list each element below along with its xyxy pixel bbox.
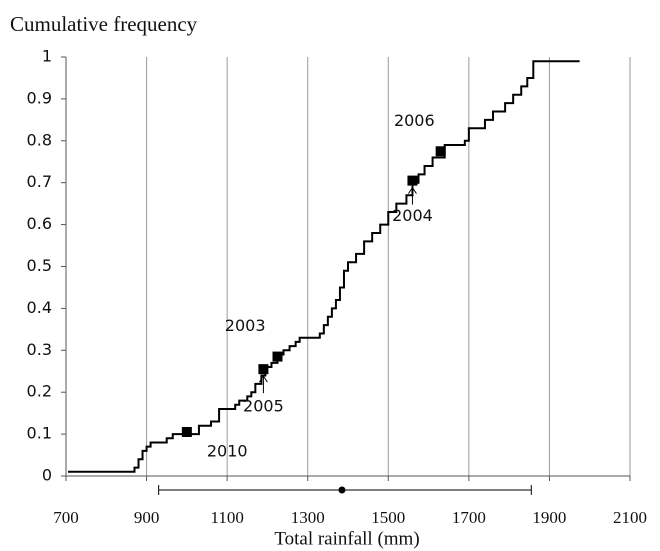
- range-center: [338, 486, 346, 494]
- y-tick-label: 0.2: [27, 382, 52, 401]
- y-tick-label: 0.7: [27, 172, 52, 191]
- x-tick-label: 900: [134, 508, 160, 527]
- year-label: 2005: [243, 397, 284, 416]
- y-tick-label: 1: [42, 47, 52, 66]
- x-tick-label: 2100: [613, 508, 647, 527]
- x-tick-label: 700: [53, 508, 79, 527]
- x-tick-label: 1300: [291, 508, 325, 527]
- step-line: [68, 60, 580, 473]
- year-label: 2003: [225, 316, 266, 335]
- year-marker: [258, 364, 269, 375]
- y-tick-label: 0: [42, 466, 52, 485]
- x-tick-label: 1900: [532, 508, 566, 527]
- y-tick-label: 0.1: [27, 424, 52, 443]
- year-label: 2006: [394, 111, 435, 130]
- y-tick-label: 0.3: [27, 340, 52, 359]
- year-marker: [272, 351, 283, 362]
- year-label: 2010: [207, 442, 248, 461]
- y-tick-label: 0.9: [27, 88, 52, 107]
- year-marker: [435, 146, 446, 157]
- y-tick-label: 0.5: [27, 256, 52, 275]
- y-tick-label: 0.8: [27, 130, 52, 149]
- year-marker: [181, 427, 192, 438]
- x-tick-label: 1100: [210, 508, 243, 527]
- year-label: 2004: [392, 206, 433, 225]
- year-marker: [407, 175, 418, 186]
- arrow-head: [408, 186, 417, 194]
- y-tick-label: 0.4: [27, 298, 52, 317]
- y-axis-title: Cumulative frequency: [10, 12, 198, 36]
- arrow-head: [258, 375, 268, 383]
- x-tick-label: 1500: [371, 508, 405, 527]
- x-tick-label: 1700: [452, 508, 486, 527]
- x-axis-title: Total rainfall (mm): [274, 528, 419, 549]
- y-tick-label: 0.6: [27, 214, 52, 233]
